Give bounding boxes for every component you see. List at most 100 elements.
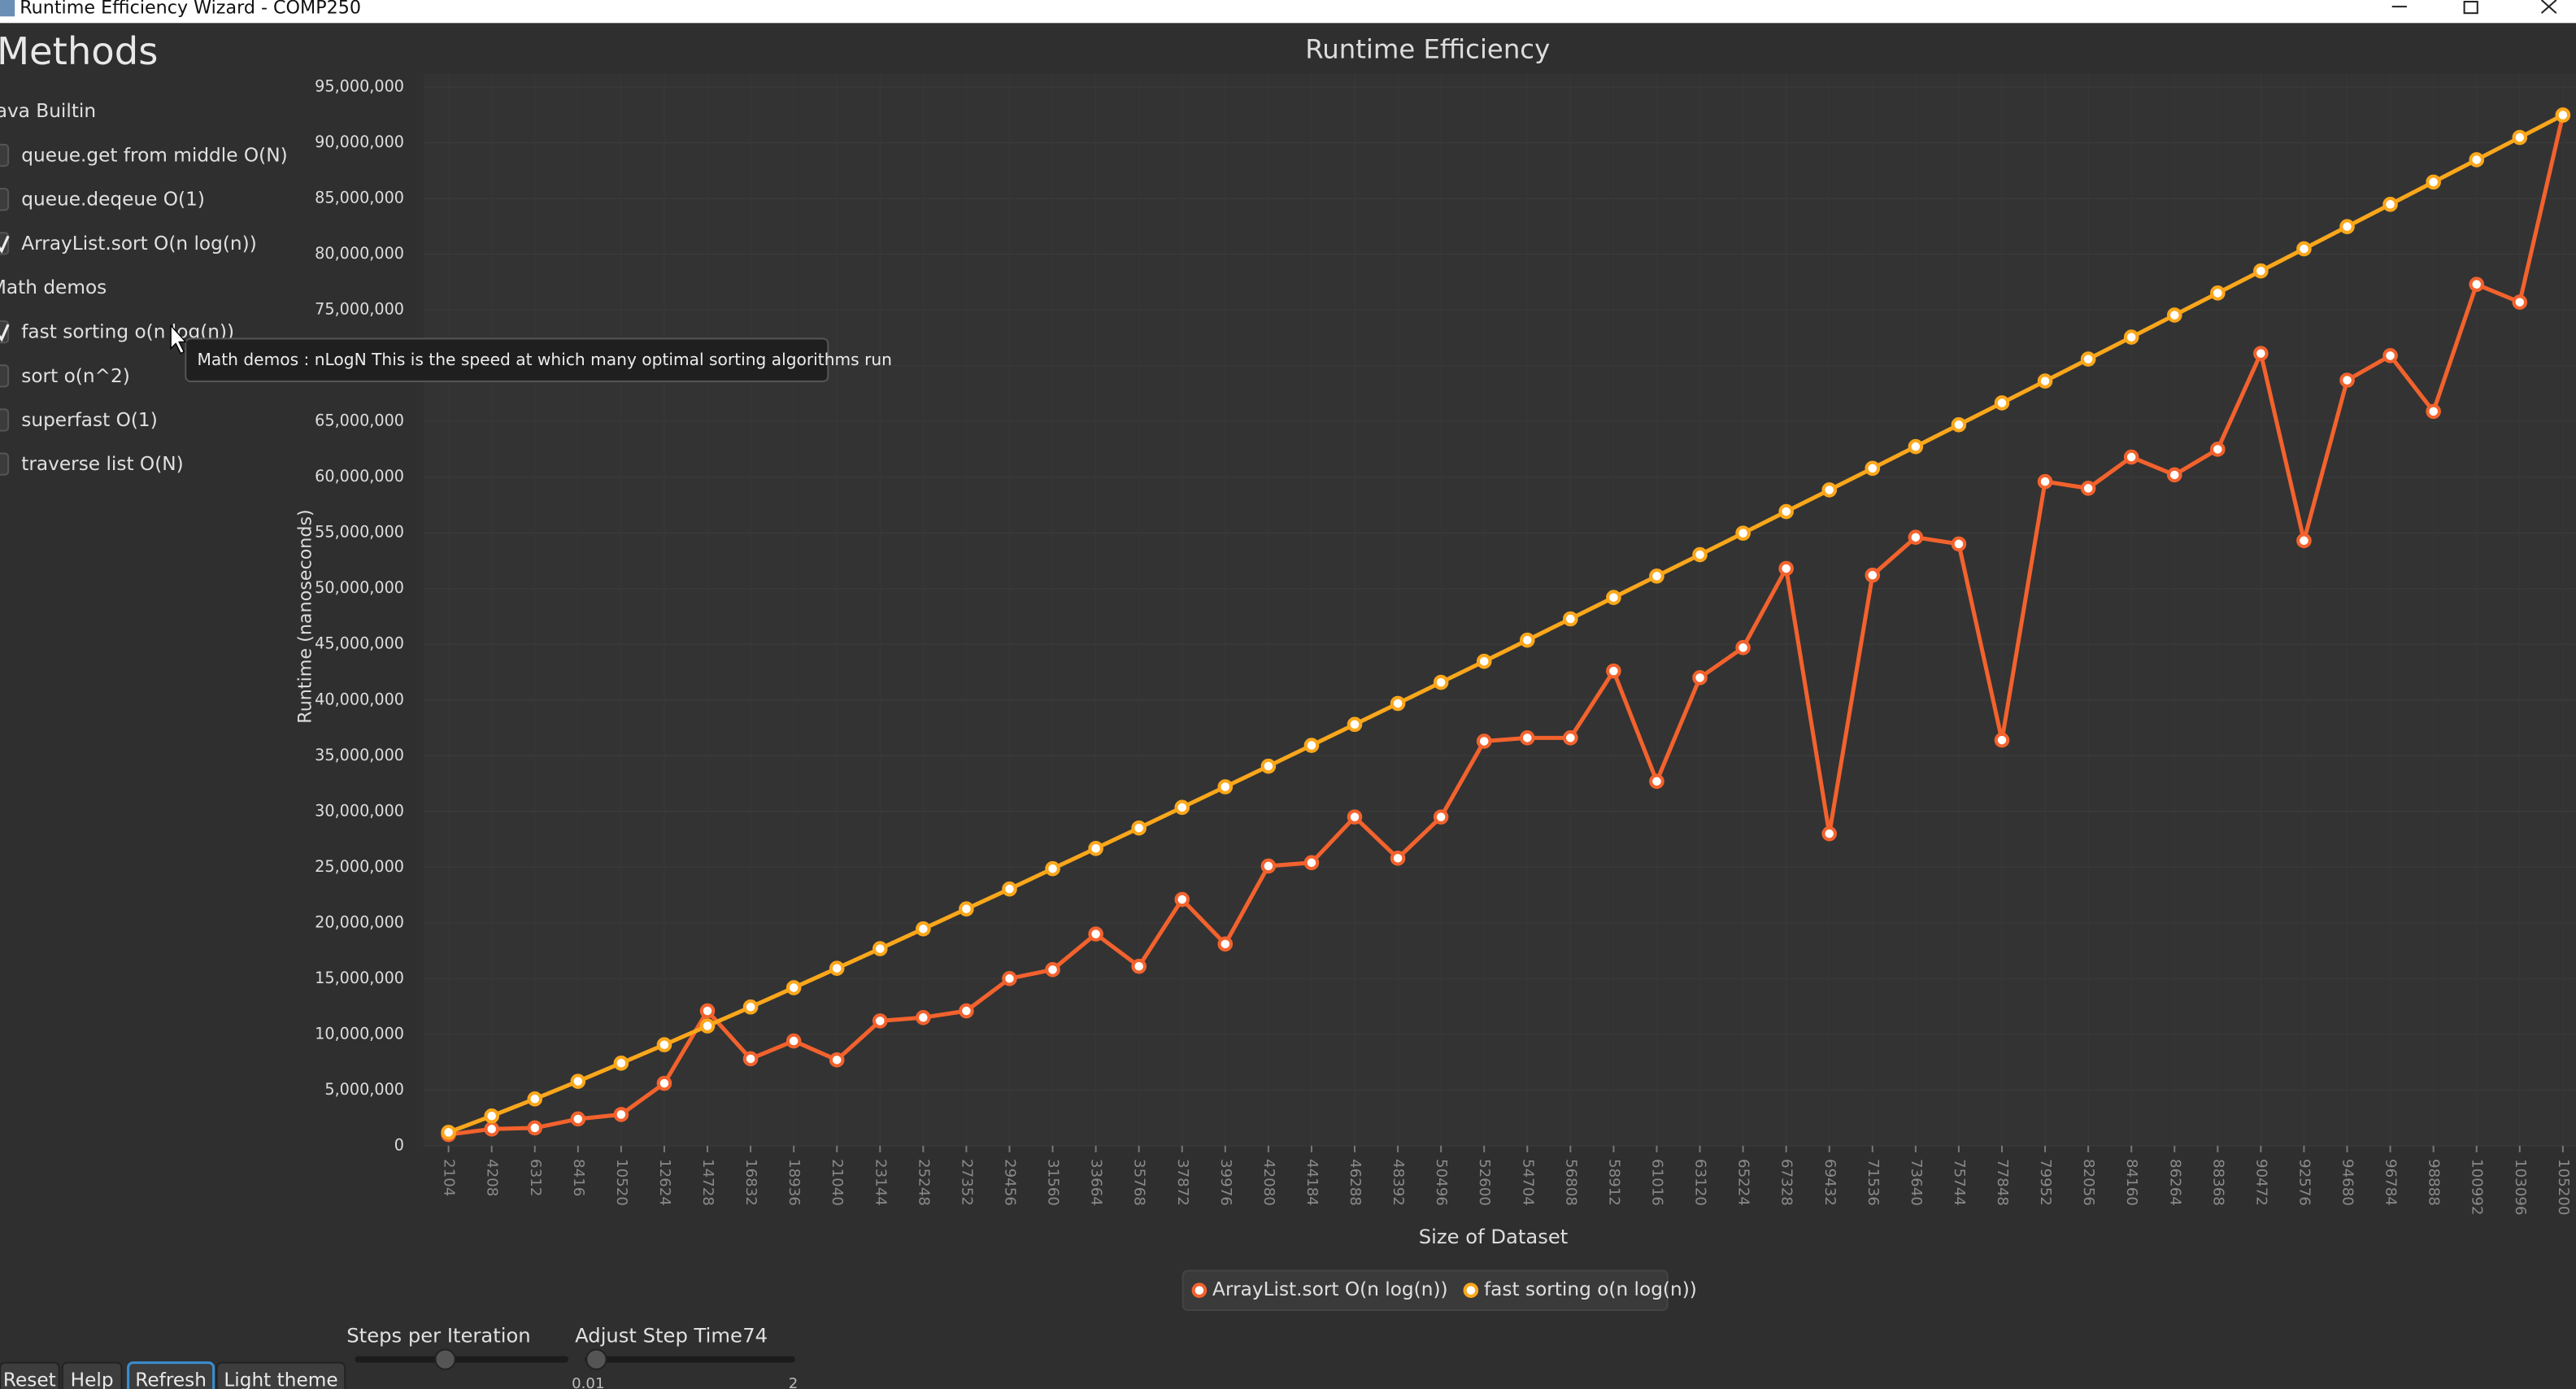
x-tick-label: 42080: [1260, 1159, 1277, 1206]
data-point: [916, 921, 931, 937]
data-point: [1778, 560, 1794, 577]
data-point: [1519, 632, 1535, 648]
data-point: [2296, 241, 2312, 257]
data-point: [1951, 536, 1967, 552]
checkbox[interactable]: [0, 452, 10, 476]
button-label[interactable]: Help: [71, 1369, 114, 1389]
data-point: [1131, 820, 1147, 836]
method-option[interactable]: sort o(n^2): [21, 365, 130, 387]
button[interactable]: [215, 1361, 346, 1389]
y-tick-label: 95,000,000: [315, 77, 404, 96]
checkbox[interactable]: [0, 188, 10, 211]
data-point: [1908, 529, 1924, 545]
data-point: [2296, 533, 2312, 549]
y-tick-label: 75,000,000: [315, 300, 404, 319]
method-option[interactable]: traverse list O(N): [21, 453, 183, 475]
data-point: [656, 1075, 672, 1091]
data-point: [1260, 758, 1277, 774]
checkbox[interactable]: [0, 143, 10, 168]
x-tick-label: 75744: [1951, 1159, 1968, 1206]
data-point: [872, 941, 888, 956]
checkbox[interactable]: [0, 364, 10, 388]
method-option[interactable]: superfast O(1): [21, 409, 157, 431]
button-bar: Reset Help Refresh Light theme: [0, 1361, 346, 1389]
x-tick-label: 73640: [1908, 1159, 1925, 1206]
x-tick-label: 25248: [915, 1159, 932, 1206]
x-tick-label: 12624: [656, 1159, 673, 1206]
x-tick-label: 67328: [1778, 1159, 1795, 1206]
x-tick-label: 16832: [742, 1159, 759, 1206]
data-point: [2555, 107, 2571, 123]
method-option[interactable]: queue.get from middle O(N): [21, 145, 287, 167]
y-tick-label: 30,000,000: [315, 801, 404, 820]
sidebar: Java Builtin queue.get from middle O(N) qu…: [0, 100, 288, 476]
step-time-slider-thumb[interactable]: [585, 1348, 607, 1370]
y-tick-label: 55,000,000: [315, 523, 404, 542]
data-point: [1002, 971, 1017, 986]
x-tick-label: 84160: [2123, 1159, 2140, 1206]
data-point: [2123, 449, 2139, 465]
steps-slider-track[interactable]: [355, 1356, 569, 1363]
data-point: [959, 901, 974, 917]
restore-button[interactable]: [2463, 1, 2478, 15]
x-tick-label: 77848: [1994, 1159, 2011, 1206]
data-point: [1088, 840, 1103, 856]
data-point: [2426, 403, 2441, 420]
data-point: [570, 1073, 586, 1089]
method-option[interactable]: queue.deqeue O(1): [21, 189, 205, 211]
checkmark: [0, 324, 10, 342]
slider-min-label: 0.01: [572, 1375, 604, 1389]
data-point: [1692, 670, 1708, 686]
data-point: [2166, 467, 2182, 483]
data-point: [1908, 438, 1924, 455]
x-tick-label: 44184: [1303, 1159, 1321, 1206]
step-time-slider-track[interactable]: [585, 1356, 795, 1363]
data-point: [1347, 809, 1363, 825]
data-point: [1131, 958, 1147, 974]
button-label[interactable]: Reset: [3, 1369, 56, 1389]
x-tick-label: 65224: [1735, 1159, 1752, 1206]
checkbox[interactable]: [0, 408, 10, 432]
data-point: [1519, 730, 1535, 746]
x-tick-label: 10520: [613, 1159, 630, 1206]
data-point: [1649, 773, 1664, 790]
legend-symbol: [1463, 1282, 1479, 1299]
x-tick-label: 8416: [570, 1159, 587, 1196]
data-point: [1002, 881, 1017, 897]
data-point: [829, 1052, 845, 1068]
title-bar: [0, 0, 2576, 24]
x-tick-label: 79952: [2037, 1159, 2054, 1206]
data-point: [1865, 460, 1881, 477]
legend: [1181, 1269, 1669, 1311]
x-tick-label: 46288: [1347, 1159, 1364, 1206]
data-point: [1649, 568, 1664, 584]
data-point: [1476, 734, 1492, 749]
x-tick-label: 33664: [1088, 1159, 1105, 1206]
y-tick-label: 65,000,000: [315, 411, 404, 430]
data-point: [1217, 779, 1234, 795]
button[interactable]: [61, 1361, 123, 1389]
button-label[interactable]: Refresh: [135, 1369, 207, 1389]
mouse-cursor: [170, 324, 187, 355]
x-tick-label: 23144: [872, 1159, 889, 1206]
data-point: [2123, 329, 2139, 345]
button[interactable]: [127, 1361, 215, 1389]
y-tick-label: 5,000,000: [324, 1080, 404, 1099]
x-tick-label: 56808: [1562, 1159, 1579, 1206]
button[interactable]: [0, 1361, 60, 1389]
data-point: [742, 999, 759, 1015]
method-option[interactable]: ArrayList.sort O(n log(n)): [21, 233, 256, 255]
steps-slider-thumb[interactable]: [434, 1348, 456, 1370]
close-button[interactable]: [2540, 0, 2557, 14]
data-point: [1735, 525, 1751, 541]
y-tick-label: 50,000,000: [315, 578, 404, 597]
data-point: [1951, 417, 1967, 433]
legend-symbol: [1191, 1282, 1208, 1299]
data-point: [1347, 716, 1363, 733]
data-point: [1045, 962, 1060, 978]
button-label[interactable]: Light theme: [224, 1369, 337, 1389]
x-tick-label: 90472: [2252, 1159, 2269, 1206]
data-point: [1303, 855, 1320, 871]
x-tick-label: 63120: [1692, 1159, 1709, 1206]
data-point: [570, 1111, 586, 1127]
